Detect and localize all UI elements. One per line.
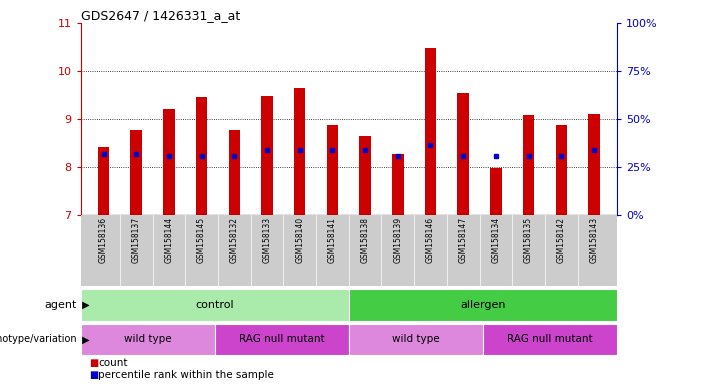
Text: ▶: ▶ — [79, 300, 90, 310]
Bar — [349, 289, 617, 321]
Text: ■: ■ — [89, 358, 98, 368]
Bar — [425, 48, 436, 215]
Bar — [163, 109, 175, 215]
Bar — [130, 130, 142, 215]
Text: GSM158142: GSM158142 — [557, 217, 566, 263]
Text: GSM158133: GSM158133 — [262, 217, 271, 263]
Bar — [556, 125, 567, 215]
Text: GSM158144: GSM158144 — [165, 217, 173, 263]
Text: GSM158136: GSM158136 — [99, 217, 108, 263]
Text: wild type: wild type — [124, 334, 172, 344]
Text: GSM158143: GSM158143 — [590, 217, 599, 263]
Bar — [483, 324, 617, 355]
Text: GDS2647 / 1426331_a_at: GDS2647 / 1426331_a_at — [81, 9, 240, 22]
Text: RAG null mutant: RAG null mutant — [507, 334, 592, 344]
Bar — [81, 289, 349, 321]
Text: GSM158137: GSM158137 — [132, 217, 141, 263]
Bar — [349, 324, 483, 355]
Text: GSM158146: GSM158146 — [426, 217, 435, 263]
Bar — [261, 96, 273, 215]
Text: control: control — [196, 300, 234, 310]
Bar — [392, 154, 404, 215]
Bar — [196, 98, 207, 215]
Bar — [229, 130, 240, 215]
Text: GSM158145: GSM158145 — [197, 217, 206, 263]
Bar — [327, 125, 338, 215]
Bar — [215, 324, 349, 355]
Text: percentile rank within the sample: percentile rank within the sample — [98, 370, 274, 380]
Text: GSM158139: GSM158139 — [393, 217, 402, 263]
Text: GSM158147: GSM158147 — [458, 217, 468, 263]
Bar — [523, 115, 534, 215]
Bar — [81, 324, 215, 355]
Text: GSM158140: GSM158140 — [295, 217, 304, 263]
Text: GSM158141: GSM158141 — [328, 217, 337, 263]
Text: GSM158132: GSM158132 — [230, 217, 239, 263]
Bar — [360, 136, 371, 215]
Text: agent: agent — [45, 300, 77, 310]
Bar — [294, 88, 306, 215]
Text: count: count — [98, 358, 128, 368]
Text: ▶: ▶ — [79, 334, 90, 344]
Text: ■: ■ — [89, 370, 98, 380]
Bar — [490, 168, 502, 215]
Bar — [97, 147, 109, 215]
Text: RAG null mutant: RAG null mutant — [239, 334, 325, 344]
Text: GSM158138: GSM158138 — [360, 217, 369, 263]
Bar — [588, 114, 600, 215]
Text: genotype/variation: genotype/variation — [0, 334, 77, 344]
Text: allergen: allergen — [460, 300, 505, 310]
Text: GSM158135: GSM158135 — [524, 217, 533, 263]
Bar — [458, 93, 469, 215]
Text: GSM158134: GSM158134 — [491, 217, 501, 263]
Text: wild type: wild type — [392, 334, 440, 344]
